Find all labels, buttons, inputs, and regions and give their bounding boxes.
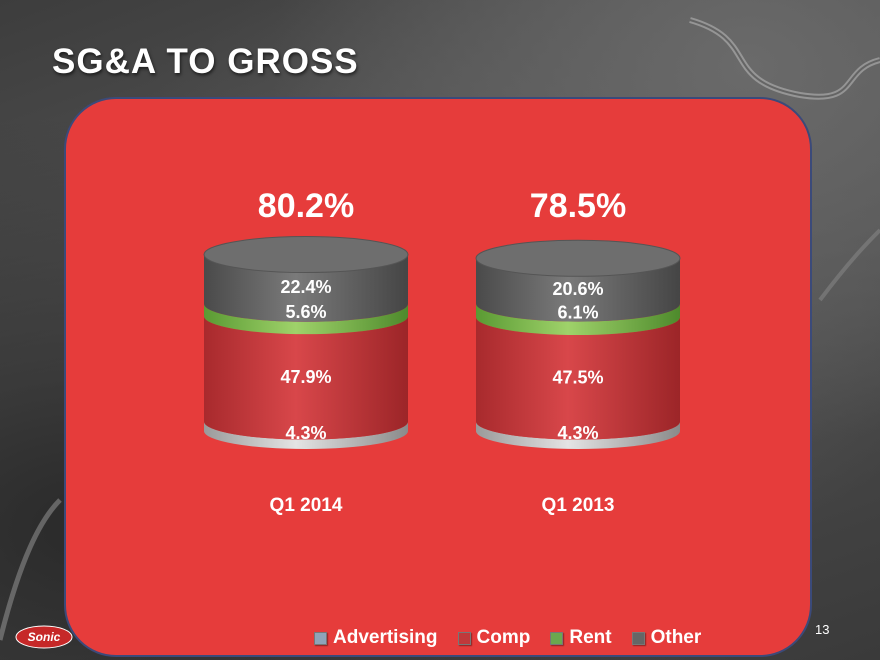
sonic-logo: Sonic [15, 625, 73, 649]
legend-swatch-comp [457, 631, 471, 645]
svg-text:Sonic: Sonic [28, 630, 61, 644]
bar-segment-advertising-2 [476, 421, 680, 449]
legend-label-advertising: Advertising [333, 627, 438, 648]
legend-item-comp: Comp [457, 627, 531, 649]
data-label-advertising-1: 4.3% [285, 423, 326, 443]
legend-item-other: Other [631, 627, 702, 649]
bar-cap-1 [203, 236, 409, 274]
legend-item-rent: Rent [550, 627, 612, 649]
chart-panel: 4.3% 47.9% 5.6% 22.4% 80.2% Q1 2014 4.3% 47.5% 6… [64, 97, 812, 657]
legend-swatch-rent [550, 631, 564, 645]
slide-title: SG&A TO GROSS [52, 42, 359, 81]
bar-segment-comp-2 [476, 317, 680, 440]
data-label-comp-1: 47.9% [280, 367, 331, 387]
total-label-2: 78.5% [530, 187, 626, 225]
total-label-1: 80.2% [258, 187, 354, 225]
bar-cap-2 [475, 239, 681, 277]
category-label-1: Q1 2014 [270, 495, 343, 516]
legend-label-other: Other [650, 627, 702, 648]
page-number: 13 [815, 622, 830, 637]
legend-swatch-advertising [314, 631, 327, 645]
data-label-rent-2: 6.1% [557, 302, 598, 322]
chart-area: 4.3% 47.9% 5.6% 22.4% 80.2% Q1 2014 4.3% 47.5% 6… [203, 187, 681, 516]
legend-item-advertising: Advertising [314, 627, 438, 649]
category-label-2: Q1 2013 [542, 495, 615, 516]
bar-segment-rent-1 [204, 303, 408, 335]
data-label-advertising-2: 4.3% [557, 423, 598, 443]
bar-segment-comp-1 [204, 316, 408, 440]
data-label-rent-1: 5.6% [285, 302, 326, 322]
data-label-other-2: 20.6% [552, 279, 603, 299]
chart-legend: Advertising Comp Rent Other [314, 627, 701, 649]
bar-segment-rent-2 [476, 303, 680, 336]
data-label-comp-2: 47.5% [552, 367, 603, 387]
legend-swatch-other [631, 631, 645, 645]
bar-segment-other-1 [204, 254, 408, 322]
legend-label-rent: Rent [569, 627, 612, 648]
legend-label-comp: Comp [476, 627, 531, 648]
bar-segment-advertising-1 [204, 421, 408, 449]
data-label-other-1: 22.4% [280, 277, 331, 297]
